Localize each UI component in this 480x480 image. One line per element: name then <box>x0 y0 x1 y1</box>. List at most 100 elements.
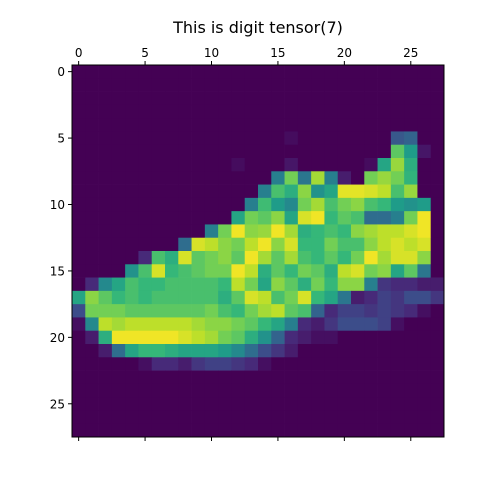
heatmap-cell <box>324 184 339 199</box>
heatmap-cell <box>178 410 192 425</box>
heatmap-cell <box>111 224 126 239</box>
heatmap-cell <box>244 131 259 146</box>
heatmap-cell <box>111 344 126 358</box>
heatmap-cell <box>218 357 232 371</box>
heatmap-cell <box>404 144 418 159</box>
heatmap-cell <box>218 197 232 212</box>
heatmap-cell <box>404 304 418 318</box>
heatmap-cell <box>390 330 405 345</box>
heatmap-cell <box>218 144 232 159</box>
heatmap-cell <box>351 65 365 79</box>
heatmap-cell <box>430 224 445 239</box>
heatmap-cell <box>111 237 126 252</box>
heatmap-cell <box>125 91 139 106</box>
heatmap-cell <box>297 211 312 225</box>
heatmap-cell <box>111 304 126 318</box>
heatmap-cell <box>377 104 392 119</box>
heatmap-cell <box>138 277 153 292</box>
heatmap-cell <box>165 423 179 438</box>
heatmap-cell <box>284 304 299 318</box>
heatmap-cell <box>351 410 365 425</box>
heatmap-cell <box>98 237 113 252</box>
heatmap-cell <box>337 290 352 305</box>
heatmap-cell <box>324 118 339 132</box>
heatmap-cell <box>390 264 405 278</box>
heatmap-cell <box>337 277 352 292</box>
heatmap-cell <box>231 357 246 371</box>
heatmap-cell <box>404 317 418 332</box>
heatmap-cell <box>337 104 352 119</box>
heatmap-cell <box>204 317 219 332</box>
heatmap-cell <box>204 304 219 318</box>
heatmap-cell <box>178 184 192 199</box>
heatmap-cell <box>390 251 405 265</box>
heatmap-cell <box>377 144 392 159</box>
heatmap-cell <box>204 211 219 225</box>
heatmap-cell <box>364 330 378 345</box>
heatmap-cell <box>271 78 285 92</box>
heatmap-cell <box>337 65 352 79</box>
heatmap-cell <box>430 397 445 411</box>
heatmap-cell <box>311 211 325 225</box>
heatmap-cell <box>72 330 86 345</box>
heatmap-cell <box>284 344 299 358</box>
heatmap-cell <box>284 78 299 92</box>
heatmap-cell <box>404 410 418 425</box>
heatmap-cell <box>218 184 232 199</box>
heatmap-cell <box>191 118 206 132</box>
heatmap-cell <box>404 118 418 132</box>
heatmap-cell <box>191 251 206 265</box>
heatmap-cell <box>430 118 445 132</box>
heatmap-cell <box>258 104 272 119</box>
heatmap-cell <box>390 91 405 106</box>
heatmap-cell <box>218 118 232 132</box>
heatmap-cell <box>125 184 139 199</box>
heatmap-cell <box>430 317 445 332</box>
heatmap-cell <box>191 144 206 159</box>
heatmap-cell <box>85 317 99 332</box>
heatmap-cell <box>430 357 445 371</box>
heatmap-cell <box>191 131 206 146</box>
heatmap-cell <box>284 290 299 305</box>
heatmap-cell <box>165 370 179 385</box>
heatmap-cell <box>85 277 99 292</box>
heatmap-cell <box>178 104 192 119</box>
heatmap-cell <box>151 171 166 185</box>
heatmap-cell <box>417 65 432 79</box>
heatmap-cell <box>98 410 113 425</box>
heatmap-cell <box>404 330 418 345</box>
plot-frame <box>71 64 445 438</box>
heatmap-cell <box>85 224 99 239</box>
heatmap-cell <box>111 370 126 385</box>
heatmap-cell <box>311 171 325 185</box>
heatmap-cell <box>244 304 259 318</box>
heatmap-cell <box>151 397 166 411</box>
heatmap-cell <box>111 397 126 411</box>
heatmap-cell <box>165 197 179 212</box>
heatmap-cell <box>98 317 113 332</box>
heatmap-cell <box>377 91 392 106</box>
heatmap-cell <box>364 158 378 172</box>
heatmap-cell <box>351 118 365 132</box>
heatmap-cell <box>138 78 153 92</box>
heatmap-cell <box>377 118 392 132</box>
heatmap-cell <box>324 78 339 92</box>
heatmap-cell <box>85 184 99 199</box>
heatmap-cell <box>204 290 219 305</box>
heatmap-cell <box>404 237 418 252</box>
heatmap-cell <box>417 264 432 278</box>
heatmap-cell <box>191 91 206 106</box>
heatmap-cell <box>218 290 232 305</box>
heatmap-cell <box>311 357 325 371</box>
heatmap-cell <box>231 131 246 146</box>
heatmap-cell <box>377 264 392 278</box>
heatmap-cell <box>138 423 153 438</box>
heatmap-cell <box>404 344 418 358</box>
heatmap-cell <box>271 410 285 425</box>
heatmap-cell <box>258 158 272 172</box>
heatmap-cell <box>151 104 166 119</box>
heatmap-cell <box>204 330 219 345</box>
heatmap-cell <box>390 211 405 225</box>
heatmap-cell <box>191 264 206 278</box>
heatmap-cell <box>430 423 445 438</box>
